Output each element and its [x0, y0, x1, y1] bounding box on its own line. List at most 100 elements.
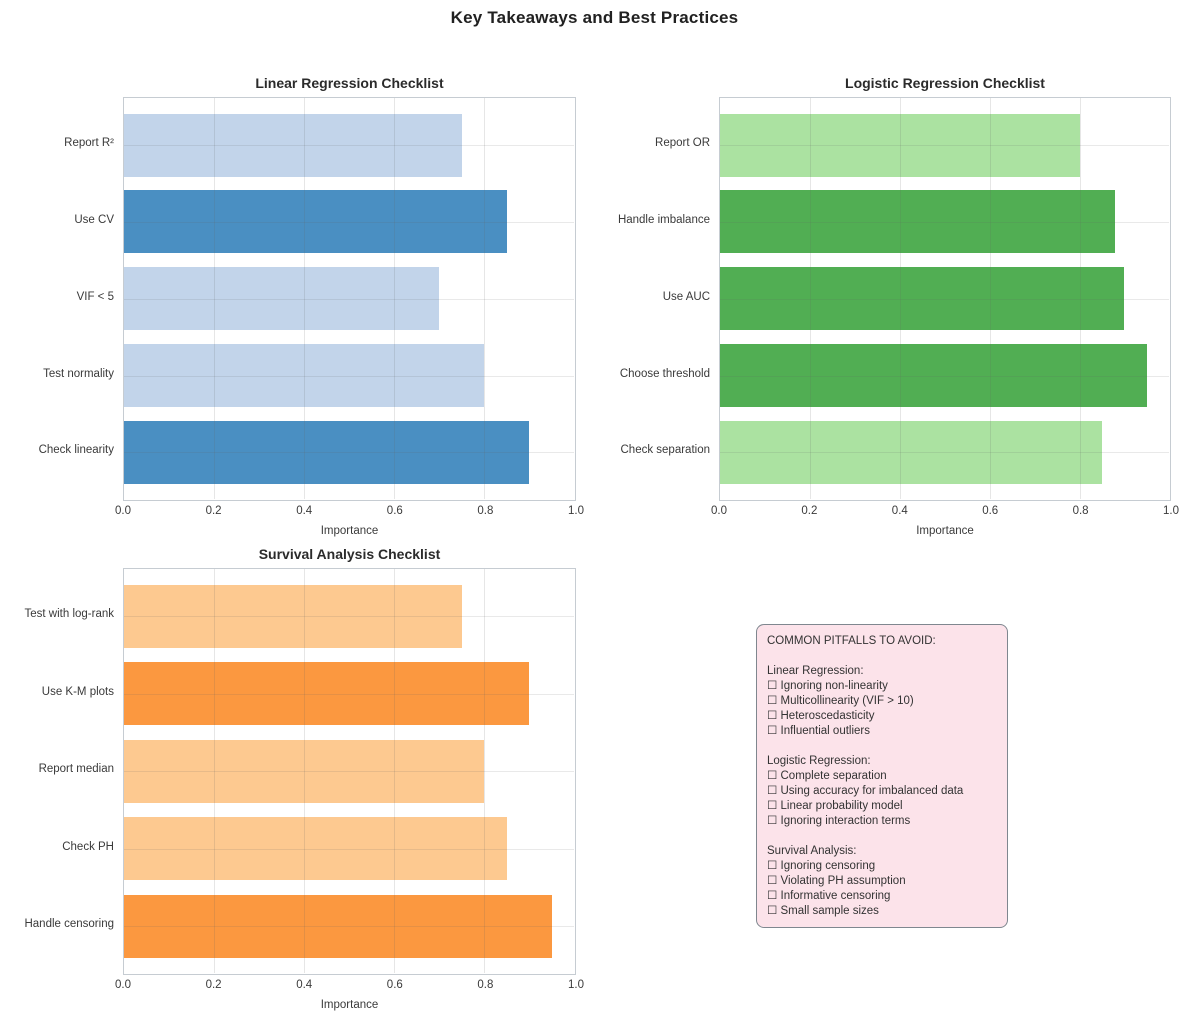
y-tick-label: Report R²	[64, 137, 114, 149]
pitfalls-sections: Linear Regression: ☐ Ignoring non-lineari…	[767, 664, 997, 919]
bar	[124, 344, 485, 408]
x-tick-label: 0.6	[982, 505, 999, 517]
bar	[720, 420, 1102, 484]
pitfalls-section: Logistic Regression: ☐ Complete separatio…	[767, 754, 997, 829]
x-tick-label: 0.2	[205, 979, 222, 991]
x-tick-label: 0.2	[801, 505, 818, 517]
y-tick-label: Check PH	[62, 840, 114, 853]
x-gridline	[214, 569, 216, 974]
x-tick-label: 0.0	[711, 505, 727, 517]
y-gridline	[720, 452, 1170, 454]
bar	[124, 817, 507, 881]
x-tick-label: 0.6	[386, 505, 403, 517]
x-tick-label: 1.0	[1163, 505, 1179, 517]
pitfalls-item: ☐ Informative censoring	[767, 890, 891, 902]
x-gridline	[394, 569, 396, 974]
bar	[124, 662, 530, 726]
pitfalls-section-heading: Linear Regression:	[767, 665, 864, 677]
pitfalls-item: ☐ Ignoring non-linearity	[767, 680, 888, 692]
y-gridline	[720, 298, 1170, 300]
pitfalls-item: ☐ Using accuracy for imbalanced data	[767, 785, 964, 797]
bar	[124, 420, 530, 484]
bar	[720, 267, 1125, 331]
x-gridline	[304, 98, 306, 500]
bar	[720, 113, 1080, 177]
bar	[124, 267, 440, 331]
bar	[720, 190, 1116, 254]
y-tick-label: Check linearity	[38, 444, 114, 457]
pitfalls-item: ☐ Ignoring interaction terms	[767, 815, 911, 827]
pitfalls-item: ☐ Linear probability model	[767, 800, 903, 812]
x-tick-label: 0.6	[386, 979, 403, 991]
x-gridline	[989, 98, 991, 500]
x-tick-label: 1.0	[568, 505, 584, 517]
x-gridline	[1079, 98, 1081, 500]
pitfalls-section: Linear Regression: ☐ Ignoring non-lineari…	[767, 664, 997, 739]
y-tick-label: Use AUC	[662, 290, 710, 303]
y-gridline	[124, 145, 575, 146]
chart-survival-analysis-title: Survival Analysis Checklist	[258, 546, 441, 562]
x-tick-label: 0.4	[891, 505, 908, 517]
pitfalls-section: Survival Analysis: ☐ Ignoring censoring ☐ …	[767, 844, 997, 919]
y-gridline	[124, 375, 575, 377]
chart-linear-regression-title: Linear Regression Checklist	[255, 75, 444, 91]
pitfalls-item: ☐ Heteroscedasticity	[767, 710, 875, 722]
chart-logistic-regression-title: Logistic Regression Checklist	[845, 75, 1045, 91]
x-gridline	[809, 98, 811, 500]
y-gridline	[124, 616, 575, 617]
y-gridline	[124, 221, 575, 223]
x-gridline	[899, 98, 901, 500]
y-tick-label: Handle censoring	[24, 918, 114, 931]
figure-title: Key Takeaways and Best Practices	[450, 8, 739, 27]
pitfalls-section-heading: Logistic Regression:	[767, 755, 871, 767]
x-gridline	[214, 98, 216, 500]
y-gridline	[124, 693, 575, 695]
y-gridline	[124, 298, 575, 300]
x-gridline	[304, 569, 306, 974]
y-gridline	[720, 221, 1170, 223]
x-tick-label: 0.8	[477, 505, 494, 517]
x-axis-label: Importance	[916, 525, 974, 537]
x-tick-label: 0.2	[205, 505, 222, 517]
x-tick-label: 0.4	[296, 979, 313, 991]
chart-linear-regression-plot-area	[123, 97, 576, 501]
pitfalls-item: ☐ Ignoring censoring	[767, 860, 876, 872]
bar	[124, 113, 462, 177]
y-tick-label: Test normality	[43, 367, 114, 380]
pitfalls-section-heading: Survival Analysis:	[767, 845, 857, 857]
pitfalls-item: ☐ Multicollinearity (VIF > 10)	[767, 695, 914, 707]
pitfalls-item: ☐ Violating PH assumption	[767, 875, 906, 887]
pitfalls-item: ☐ Small sample sizes	[767, 905, 879, 917]
y-gridline	[124, 452, 575, 454]
pitfalls-box: COMMON PITFALLS TO AVOID: Linear Regress…	[756, 624, 1008, 928]
y-gridline	[720, 375, 1170, 377]
y-tick-label: Report median	[38, 763, 114, 776]
y-tick-label: Use K-M plots	[41, 685, 114, 698]
y-tick-label: Use CV	[74, 213, 114, 226]
pitfalls-item: ☐ Complete separation	[767, 770, 887, 782]
y-tick-label: VIF < 5	[76, 290, 114, 303]
x-gridline	[484, 98, 486, 500]
x-axis-label: Importance	[320, 525, 379, 537]
y-gridline	[124, 848, 575, 850]
y-tick-label: Test with log-rank	[24, 608, 114, 620]
x-gridline	[394, 98, 396, 500]
y-gridline	[124, 926, 575, 928]
chart-survival-analysis-plot-area	[123, 568, 576, 975]
x-tick-label: 0.0	[115, 505, 131, 517]
bar	[124, 739, 485, 803]
x-tick-label: 0.4	[296, 505, 313, 517]
y-gridline	[720, 145, 1170, 146]
y-tick-label: Choose threshold	[619, 367, 710, 380]
pitfalls-item: ☐ Influential outliers	[767, 725, 871, 737]
bar	[124, 894, 552, 958]
bar	[124, 584, 462, 648]
x-tick-label: 1.0	[568, 979, 584, 991]
bar	[720, 344, 1147, 408]
y-tick-label: Report OR	[655, 137, 710, 149]
x-axis-label: Importance	[320, 999, 379, 1011]
x-tick-label: 0.0	[115, 979, 131, 991]
y-gridline	[124, 771, 575, 773]
chart-logistic-regression-plot-area	[719, 97, 1171, 501]
